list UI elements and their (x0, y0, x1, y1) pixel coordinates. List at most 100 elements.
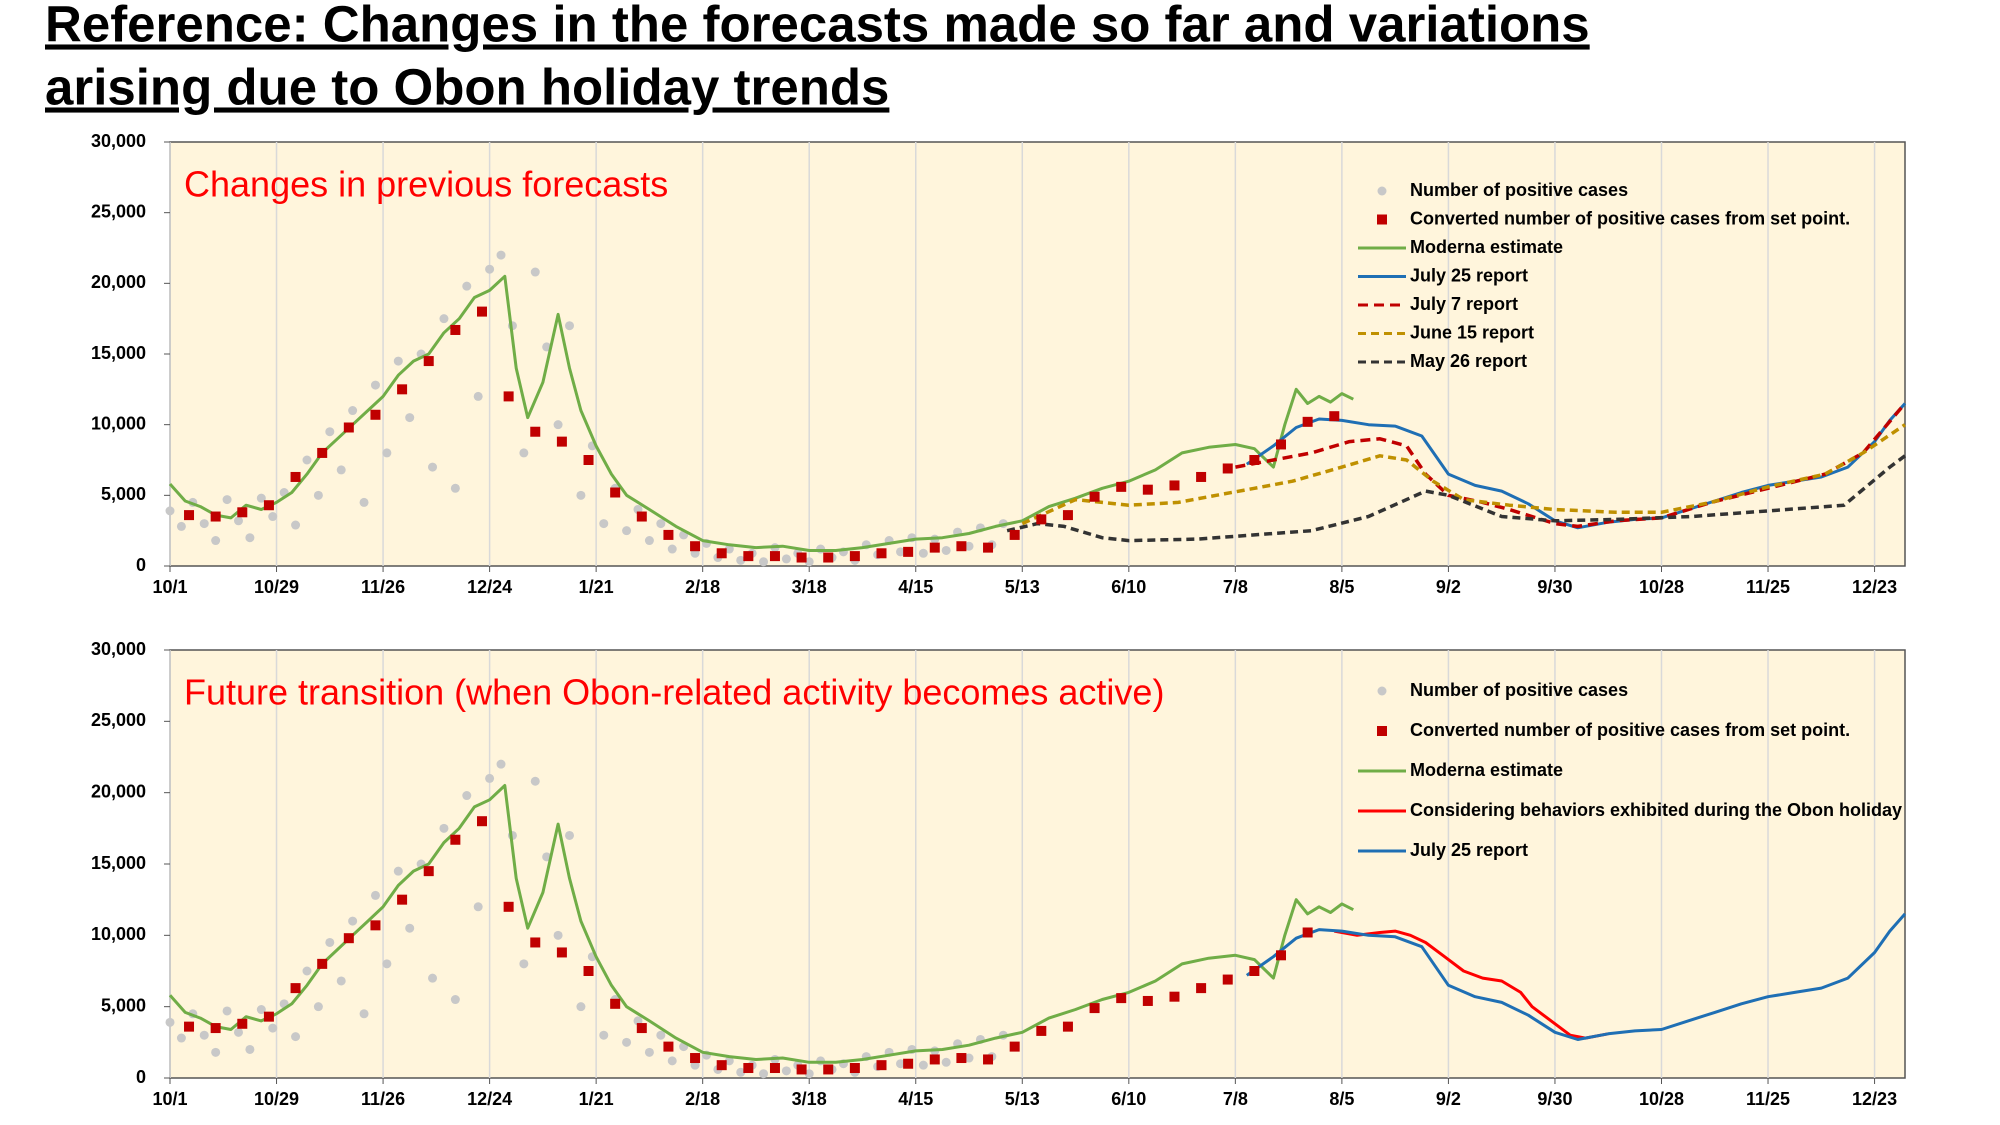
data-point (556, 947, 567, 958)
annotation: Future transition (when Obon-related act… (184, 672, 1164, 713)
data-point (769, 551, 780, 562)
legend-label: Converted number of positive cases from … (1410, 208, 1850, 228)
data-point (237, 507, 248, 518)
x-tick-label: 8/5 (1329, 1089, 1354, 1109)
data-point (903, 1058, 914, 1069)
x-tick-label: 9/2 (1436, 1089, 1461, 1109)
data-point (325, 427, 335, 437)
data-point (918, 548, 928, 558)
page-title: Reference: Changes in the forecasts made… (45, 0, 1590, 52)
data-point (644, 536, 654, 546)
data-point (256, 493, 266, 503)
data-point (964, 541, 974, 551)
y-tick-label: 15,000 (91, 853, 146, 873)
series-line (1334, 929, 1609, 1040)
data-point (1249, 966, 1260, 976)
legend-label: July 25 report (1410, 840, 1528, 860)
data-point (849, 1063, 860, 1074)
data-point (336, 465, 346, 475)
data-point (759, 557, 769, 567)
y-tick-label: 25,000 (91, 201, 146, 221)
data-point (428, 462, 438, 472)
data-point (576, 1002, 586, 1012)
data-point (263, 1011, 274, 1022)
data-point (348, 916, 358, 926)
data-point (599, 519, 609, 529)
data-point (370, 890, 380, 900)
data-point (476, 816, 487, 827)
data-point (1196, 471, 1207, 482)
x-tick-label: 2/18 (685, 577, 720, 597)
data-point (176, 521, 186, 531)
data-point (622, 1037, 632, 1047)
y-tick-label: 20,000 (91, 272, 146, 292)
legend-label: Number of positive cases (1410, 180, 1628, 200)
data-point (199, 1030, 209, 1040)
data-point (382, 448, 392, 458)
x-tick-label: 10/28 (1639, 1089, 1684, 1109)
data-point (291, 520, 301, 530)
legend-label: June 15 report (1410, 322, 1534, 342)
data-point (496, 250, 506, 260)
data-point (610, 487, 621, 498)
x-tick-label: 6/10 (1111, 1089, 1146, 1109)
data-point (690, 541, 701, 552)
data-point (823, 1064, 834, 1075)
data-point (210, 511, 221, 522)
x-tick-label: 12/24 (467, 577, 512, 597)
data-point (405, 413, 415, 423)
data-point (1276, 439, 1287, 450)
data-point (503, 901, 514, 912)
data-point (1036, 1025, 1047, 1036)
y-tick-label: 20,000 (91, 781, 146, 801)
x-tick-label: 12/23 (1852, 1089, 1897, 1109)
data-point (1169, 480, 1180, 491)
data-point (317, 958, 328, 969)
data-point (450, 483, 460, 493)
data-point (233, 516, 243, 526)
legend-marker (1377, 214, 1387, 225)
data-point (1329, 411, 1340, 422)
data-point (583, 455, 594, 465)
data-point (1302, 416, 1313, 427)
data-point (222, 495, 232, 505)
data-point (724, 1056, 734, 1066)
x-tick-label: 1/21 (579, 1089, 614, 1109)
legend-label: July 25 report (1410, 265, 1528, 285)
y-tick-label: 10,000 (91, 924, 146, 944)
data-point (382, 959, 392, 969)
x-tick-label: 1/21 (579, 577, 614, 597)
data-point (781, 554, 791, 564)
data-point (184, 1021, 195, 1032)
data-point (473, 391, 483, 401)
data-point (1036, 514, 1047, 525)
data-point (983, 542, 994, 553)
data-point (918, 1060, 928, 1070)
data-point (233, 1027, 243, 1037)
x-tick-label: 9/30 (1537, 1089, 1572, 1109)
data-point (302, 966, 312, 976)
data-point (1196, 983, 1207, 994)
x-tick-label: 6/10 (1111, 577, 1146, 597)
data-point (496, 759, 506, 769)
data-point (397, 894, 408, 905)
data-point (1089, 1003, 1100, 1014)
y-tick-label: 0 (136, 555, 146, 575)
data-point (876, 1060, 887, 1071)
data-point (849, 551, 860, 562)
data-point (804, 1069, 814, 1079)
data-point (610, 998, 621, 1009)
data-point (397, 384, 408, 395)
data-point (663, 1041, 674, 1052)
series-line (1021, 423, 1906, 526)
x-tick-label: 7/8 (1223, 1089, 1248, 1109)
x-tick-label: 2/18 (685, 1089, 720, 1109)
data-point (199, 519, 209, 529)
y-tick-label: 5,000 (101, 995, 146, 1015)
data-point (302, 455, 312, 465)
data-point (263, 500, 274, 511)
x-tick-label: 10/29 (254, 1089, 299, 1109)
data-point (370, 409, 381, 420)
data-point (450, 995, 460, 1005)
